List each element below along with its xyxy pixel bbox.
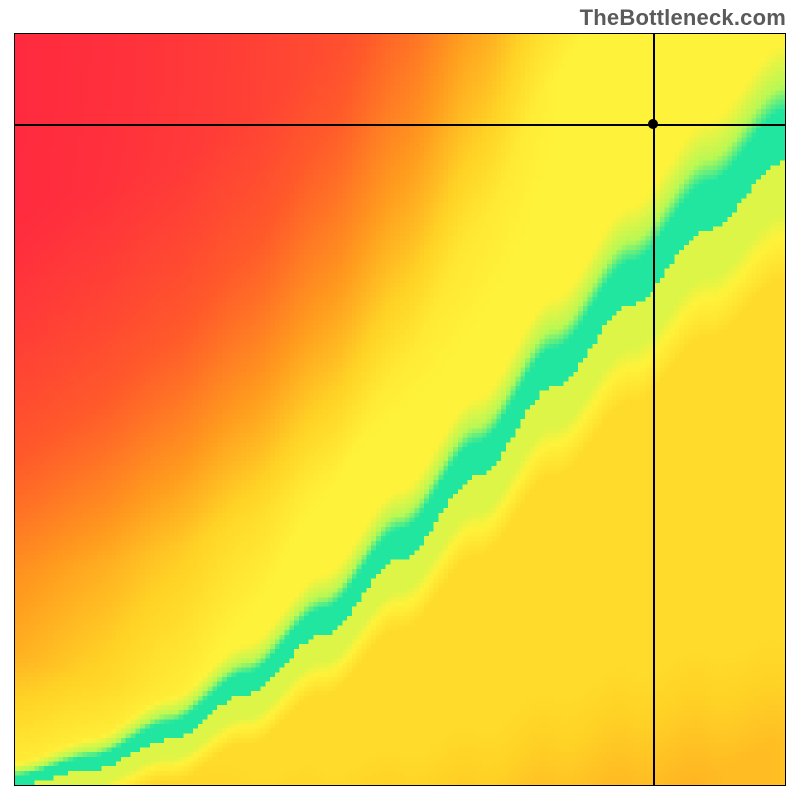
watermark-text: TheBottleneck.com: [580, 5, 786, 31]
crosshair-horizontal-line: [15, 124, 785, 126]
crosshair-marker-dot: [648, 119, 658, 129]
crosshair-vertical-line: [653, 34, 655, 785]
bottleneck-heatmap-plot: [14, 33, 786, 786]
heatmap-canvas: [15, 34, 785, 785]
